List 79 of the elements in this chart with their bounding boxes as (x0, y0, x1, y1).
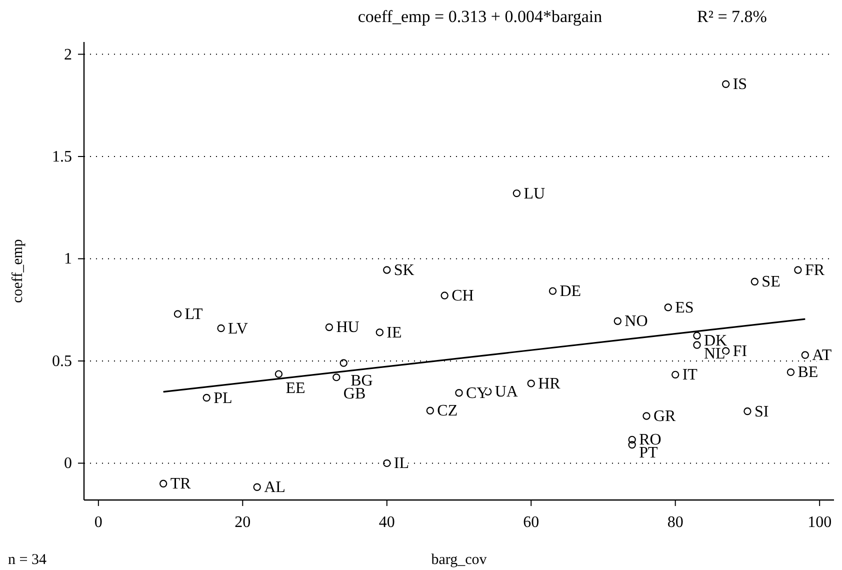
annotation: EE (286, 380, 306, 397)
point (174, 310, 182, 318)
point (527, 380, 535, 388)
y-tick-label: 0 (64, 455, 72, 472)
annotation: CY (466, 384, 489, 402)
point (332, 373, 340, 382)
point (202, 394, 210, 402)
point (253, 483, 261, 491)
point (512, 189, 521, 198)
annotation: SE (762, 274, 780, 291)
x-tick-label: 20 (234, 514, 251, 531)
annotation: FR (804, 262, 825, 279)
annotation: DE (560, 283, 582, 300)
annotation: CZ (437, 402, 458, 420)
text: n = 34 (8, 552, 47, 568)
point (548, 287, 557, 295)
annotation: PT (639, 444, 658, 462)
x-tick-label: 0 (94, 514, 102, 531)
point (722, 80, 730, 88)
chart-subtitle: R² = 7.8% (697, 7, 767, 26)
annotation: TR (170, 476, 192, 493)
point (671, 370, 680, 379)
y-tick-label: 1.5 (52, 148, 72, 166)
annotation: PL (214, 390, 232, 407)
annotation: LU (524, 185, 546, 202)
point (664, 304, 672, 312)
annotation: FI (732, 342, 748, 360)
annotation: SK (394, 262, 415, 279)
annotation: AT (812, 347, 832, 364)
annotation: CH (452, 288, 474, 305)
point (628, 436, 636, 444)
annotation: AL (264, 479, 286, 496)
y-axis-title: coeff_emp (10, 239, 26, 303)
annotation: LV (228, 320, 248, 338)
x-tick-label: 40 (378, 514, 395, 531)
point (159, 480, 168, 488)
point (614, 317, 622, 325)
x-axis-title: barg_cov (431, 552, 488, 568)
annotation: IE (386, 324, 402, 342)
x-tick-label: 80 (667, 514, 684, 531)
annotation: NO (624, 313, 648, 330)
point (794, 266, 802, 274)
point (274, 370, 283, 378)
point (383, 459, 391, 468)
annotation: IL (394, 455, 409, 472)
point (340, 359, 348, 367)
point (440, 292, 448, 300)
point (801, 351, 810, 359)
point (217, 324, 225, 332)
annotation: UA (494, 384, 518, 401)
annotation: IS (732, 76, 748, 94)
point (628, 440, 636, 449)
annotation: NL (704, 346, 726, 363)
point (750, 278, 759, 286)
chart-title: coeff_emp = 0.313 + 0.004*bargain (358, 7, 603, 26)
annotation: HR (538, 375, 561, 392)
point (376, 328, 384, 336)
x-tick-label: 60 (523, 514, 540, 531)
annotation: IT (682, 366, 698, 384)
annotation: HU (336, 319, 360, 336)
y-tick-label: 2 (64, 46, 72, 64)
annotation: LT (184, 306, 204, 323)
point (786, 368, 795, 376)
annotation: GR (654, 408, 676, 425)
point (426, 406, 434, 414)
annotation: GB (343, 386, 366, 403)
y-tick-label: 0.5 (52, 352, 72, 370)
annotation: SI (754, 403, 769, 420)
point (693, 341, 701, 349)
point (455, 389, 463, 397)
annotation: ES (675, 299, 694, 316)
point (642, 412, 650, 420)
point (383, 266, 391, 274)
x-tick-label: 100 (808, 514, 832, 531)
point (744, 407, 752, 416)
point (693, 332, 701, 340)
annotation: BE (798, 364, 818, 382)
point (325, 323, 334, 332)
y-tick-label: 1 (64, 250, 72, 268)
